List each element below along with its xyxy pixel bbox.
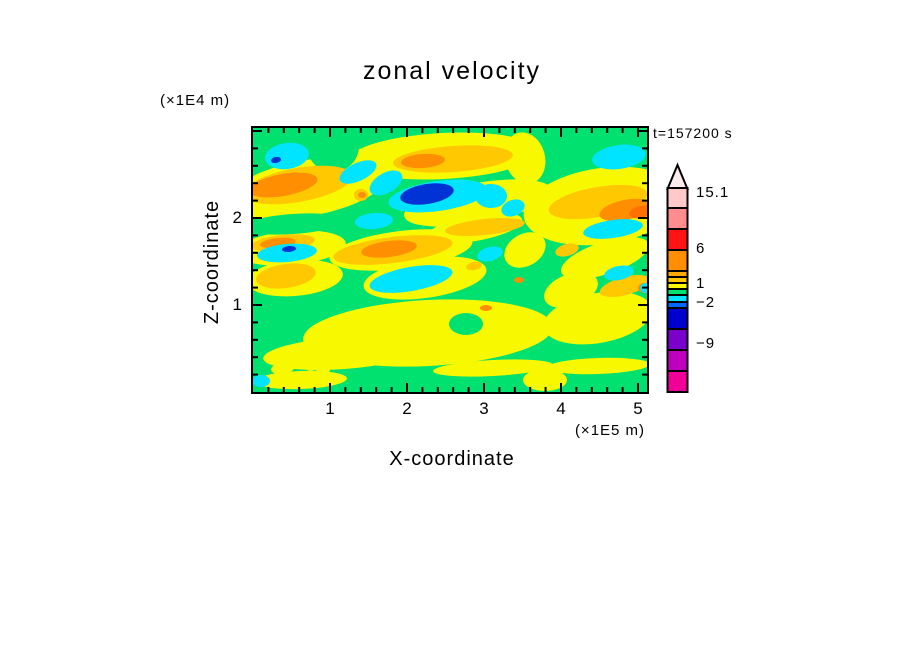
x-axis-unit-label: (×1E5 m) xyxy=(574,422,646,439)
contour-blob xyxy=(361,240,417,258)
x-tick-label: 3 xyxy=(479,399,489,418)
contour-blob xyxy=(501,199,525,217)
contour-blob xyxy=(253,213,345,235)
x-tick-label: 2 xyxy=(402,399,412,418)
colorbar-arrow-tip xyxy=(666,162,689,190)
contour-blob xyxy=(355,212,393,230)
contour-blob xyxy=(629,205,647,219)
contour-blob xyxy=(282,245,296,253)
colorbar-level-label: 1 xyxy=(696,275,706,292)
colorbar-band xyxy=(666,249,689,272)
contour-blob xyxy=(560,237,647,279)
contour-blob xyxy=(358,192,366,198)
contour-blob xyxy=(256,263,316,289)
colorbar-band xyxy=(666,228,689,251)
colorbar-level-label: −2 xyxy=(696,294,716,311)
colorbar-band xyxy=(666,328,689,351)
contour-blob xyxy=(445,218,525,236)
colorbar-band xyxy=(666,370,689,393)
colorbar-level-label: 15.1 xyxy=(696,184,730,201)
contour-blob xyxy=(271,156,281,164)
contour-blob xyxy=(592,144,646,170)
colorbar-band xyxy=(666,349,689,372)
contour-blob xyxy=(480,305,492,311)
contour-blob xyxy=(316,366,330,374)
contour-blob xyxy=(369,265,453,293)
x-tick-label: 5 xyxy=(633,399,643,418)
contour-blob xyxy=(433,359,553,377)
contour-blob xyxy=(504,132,546,184)
contour-blob xyxy=(339,160,377,184)
z-tick-label: 1 xyxy=(232,295,242,314)
contour-blob xyxy=(583,219,643,239)
contour-blob xyxy=(555,243,579,257)
plot-frame xyxy=(251,126,649,394)
contour-blob xyxy=(369,170,403,196)
contour-blob xyxy=(533,165,541,171)
x-tick-label: 4 xyxy=(556,399,566,418)
contour-blob xyxy=(523,369,567,391)
contour-blob xyxy=(253,375,270,387)
contour-blob xyxy=(255,370,347,390)
contour-blob xyxy=(477,246,503,262)
contour-blob xyxy=(543,291,647,345)
z-axis-title: Z-coordinate xyxy=(201,199,223,325)
contour-blob xyxy=(401,153,445,169)
contour-blob xyxy=(514,277,524,283)
colorbar-level-label: 6 xyxy=(696,240,706,257)
contour-blob xyxy=(449,313,483,335)
contour-blob xyxy=(466,261,482,271)
colorbar-band xyxy=(666,187,689,209)
z-axis-unit-label: (×1E4 m) xyxy=(160,92,231,109)
contour-blob xyxy=(599,275,647,297)
contour-blob xyxy=(257,243,317,263)
colorbar-band xyxy=(666,294,689,303)
x-axis-title: X-coordinate xyxy=(389,448,515,470)
x-tick-label: 1 xyxy=(325,399,335,418)
chart-title: zonal velocity xyxy=(362,57,542,85)
contour-blob xyxy=(265,357,277,363)
contour-blob xyxy=(546,357,647,375)
contour-blob xyxy=(604,265,634,281)
contour-blob xyxy=(400,183,454,205)
contour-blob xyxy=(404,179,552,227)
contour-blob xyxy=(271,361,295,375)
contour-blob xyxy=(307,128,359,172)
contour-blob xyxy=(253,172,318,198)
contour-blob xyxy=(475,184,507,208)
colorbar-level-label: −9 xyxy=(696,335,716,352)
colorbar-band xyxy=(666,207,689,230)
timestamp-label: t=157200 s xyxy=(653,125,733,141)
contour-blob xyxy=(263,336,423,370)
colorbar xyxy=(666,162,689,393)
contour-blob xyxy=(504,232,546,268)
colorbar-band xyxy=(666,307,689,330)
contour-field xyxy=(253,128,647,392)
z-tick-label: 2 xyxy=(232,208,242,227)
